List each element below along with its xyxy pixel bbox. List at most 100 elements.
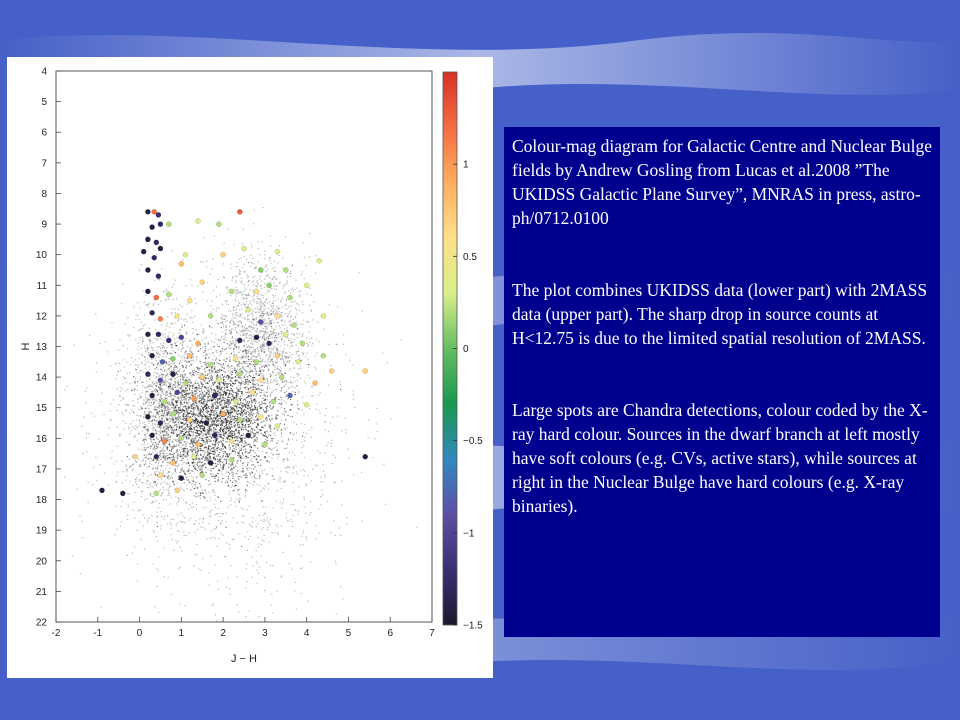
- chandra-source-point: [186, 297, 193, 304]
- chandra-source-point: [282, 331, 289, 338]
- chandra-source-point: [211, 432, 218, 439]
- chandra-source-point: [291, 322, 297, 328]
- chandra-source-point: [145, 208, 151, 215]
- chandra-source-point: [232, 355, 239, 362]
- chandra-source-point: [145, 236, 151, 243]
- background-star-density: [59, 207, 418, 622]
- chandra-source-point: [157, 420, 164, 426]
- chandra-source-point: [274, 352, 281, 359]
- chandra-source-point: [199, 279, 205, 285]
- chandra-source-point: [362, 453, 369, 460]
- chandra-source-point: [207, 459, 214, 466]
- chandra-source-point: [195, 340, 201, 347]
- chandra-source-point: [157, 377, 164, 384]
- density-halo: [59, 228, 418, 622]
- y-tick-label: 18: [36, 495, 48, 506]
- chandra-source-point: [282, 267, 289, 273]
- chandra-source-point: [170, 410, 176, 417]
- chandra-source-point: [207, 362, 214, 368]
- chandra-source-point: [149, 352, 155, 359]
- chandra-source-point: [170, 355, 176, 362]
- chandra-source-point: [245, 432, 251, 439]
- chandra-source-point: [153, 490, 160, 497]
- x-tick-label: -2: [52, 628, 61, 639]
- y-tick-label: 4: [41, 67, 47, 78]
- chandra-source-point: [203, 420, 210, 426]
- x-tick-label: 6: [387, 628, 393, 639]
- chandra-source-point: [145, 331, 151, 338]
- chandra-source-point: [178, 435, 185, 442]
- x-tick-label: 5: [346, 628, 352, 639]
- chandra-source-point: [236, 337, 243, 344]
- chandra-source-point: [165, 337, 172, 344]
- x-tick-label: 4: [304, 628, 310, 639]
- x-tick-label: 2: [220, 628, 226, 639]
- chandra-source-point: [266, 282, 272, 289]
- y-tick-label: 14: [36, 373, 48, 384]
- chandra-source-point: [228, 438, 235, 445]
- chandra-source-point: [270, 398, 277, 405]
- chandra-source-point: [220, 251, 226, 258]
- chandra-source-point: [207, 313, 214, 319]
- chandra-source-point: [165, 221, 172, 227]
- chandra-source-point: [191, 453, 197, 460]
- chandra-source-point: [178, 475, 185, 481]
- chandra-source-point: [155, 273, 162, 279]
- chandra-source-point: [145, 371, 151, 377]
- chandra-source-point: [274, 248, 281, 255]
- chandra-source-point: [145, 414, 151, 420]
- chandra-source-point: [274, 313, 281, 319]
- chandra-source-point: [278, 374, 285, 380]
- chandra-source-point: [257, 414, 264, 420]
- chandra-source-point: [153, 294, 160, 301]
- colorbar-tick-label: 1: [463, 160, 469, 171]
- chart-panel: -2 -1 0 1 2 3 4 5 6 7 J − H 4 5 6 7 8 9 10 11 12 13 14 15 16 17 1…: [7, 57, 493, 678]
- y-axis-label: H: [20, 342, 32, 350]
- chandra-source-point: [159, 358, 166, 365]
- y-tick-label: 11: [37, 281, 48, 292]
- chandra-source-point: [303, 282, 310, 289]
- y-axis: 4 5 6 7 8 9 10 11 12 13 14 15 16 17 18 19 20 21 22 H: [20, 67, 61, 629]
- chandra-source-point: [303, 401, 310, 408]
- chandra-source-point: [182, 251, 189, 258]
- chandra-source-point: [257, 267, 264, 273]
- chandra-sources: [99, 208, 369, 497]
- chandra-source-point: [186, 417, 193, 423]
- chandra-source-point: [174, 313, 180, 319]
- colorbar-tick-label: −1.5: [463, 621, 483, 632]
- colorbar-tick-label: 0: [463, 344, 469, 355]
- chandra-source-point: [249, 389, 256, 396]
- chandra-source-point: [216, 377, 222, 384]
- chandra-source-point: [170, 371, 176, 377]
- y-tick-label: 22: [36, 618, 48, 629]
- y-tick-label: 15: [36, 403, 48, 414]
- chandra-source-point: [236, 371, 243, 377]
- chandra-source-point: [178, 334, 185, 341]
- density-bulge-giants: [188, 207, 345, 394]
- chandra-source-point: [157, 316, 164, 322]
- chandra-source-point: [245, 306, 251, 313]
- chandra-source-point: [149, 224, 155, 230]
- colorbar-tick-label: 0.5: [463, 252, 477, 263]
- colorbar-tick-label: −0.5: [463, 436, 483, 447]
- x-axis: -2 -1 0 1 2 3 4 5 6 7 J − H: [52, 617, 435, 665]
- chandra-source-point: [220, 410, 226, 417]
- x-tick-label: 3: [262, 628, 268, 639]
- colorbar: 1 0.5 0 −0.5 −1 −1.5: [442, 71, 483, 632]
- chandra-source-point: [253, 334, 260, 341]
- chandra-source-point: [155, 212, 162, 218]
- y-tick-label: 17: [36, 464, 48, 475]
- chandra-source-point: [236, 208, 243, 215]
- chandra-source-point: [228, 456, 235, 463]
- chandra-source-point: [199, 472, 205, 478]
- chandra-source-point: [191, 395, 197, 402]
- chandra-source-point: [299, 340, 306, 347]
- chandra-source-point: [170, 459, 176, 466]
- chandra-source-point: [153, 453, 160, 460]
- y-tick-label: 8: [41, 189, 47, 200]
- chandra-source-point: [320, 313, 327, 319]
- chandra-source-point: [216, 221, 222, 227]
- caption-paragraph-surveys: The plot combines UKIDSS data (lower par…: [512, 280, 928, 348]
- chandra-source-point: [320, 352, 327, 359]
- chandra-source-point: [241, 245, 247, 252]
